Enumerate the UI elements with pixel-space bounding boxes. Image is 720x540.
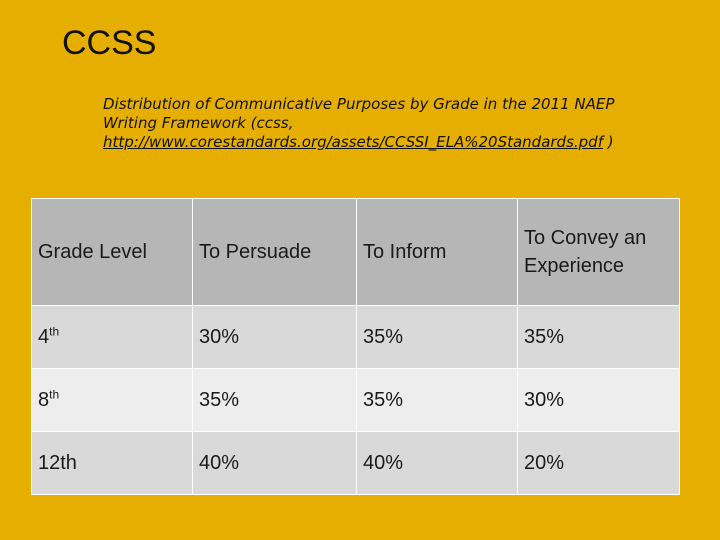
- grade-number: 8: [38, 389, 50, 411]
- persuade-cell: 30%: [192, 305, 357, 369]
- header-to-inform: To Inform: [356, 198, 518, 306]
- inform-cell: 35%: [356, 368, 518, 432]
- standards-link[interactable]: http://www.corestandards.org/assets/CCSS…: [103, 133, 603, 151]
- persuade-cell: 35%: [192, 368, 357, 432]
- slide-title: CCSS: [62, 24, 157, 62]
- header-grade-level: Grade Level: [31, 198, 193, 306]
- convey-cell: 35%: [517, 305, 680, 369]
- table-row: 8th 35% 35% 30%: [31, 368, 680, 432]
- grade-distribution-table: Grade Level To Persuade To Inform To Con…: [31, 198, 680, 495]
- grade-suffix: th: [49, 387, 60, 402]
- table-row: 12th 40% 40% 20%: [31, 431, 680, 495]
- persuade-cell: 40%: [192, 431, 357, 495]
- table-row: 4th 30% 35% 35%: [31, 305, 680, 369]
- grade-number: 12th: [38, 452, 77, 474]
- subtitle-end: ): [603, 133, 614, 151]
- convey-cell: 20%: [517, 431, 680, 495]
- grade-cell: 4th: [31, 305, 193, 369]
- header-to-convey: To Convey an Experience: [517, 198, 680, 306]
- convey-cell: 30%: [517, 368, 680, 432]
- inform-cell: 35%: [356, 305, 518, 369]
- subtitle: Distribution of Communicative Purposes b…: [103, 95, 643, 152]
- grade-suffix: th: [49, 324, 60, 339]
- grade-cell: 8th: [31, 368, 193, 432]
- subtitle-text: Distribution of Communicative Purposes b…: [103, 95, 615, 132]
- inform-cell: 40%: [356, 431, 518, 495]
- table-header-row: Grade Level To Persuade To Inform To Con…: [31, 198, 680, 306]
- header-to-persuade: To Persuade: [192, 198, 357, 306]
- grade-cell: 12th: [31, 431, 193, 495]
- grade-number: 4: [38, 326, 50, 348]
